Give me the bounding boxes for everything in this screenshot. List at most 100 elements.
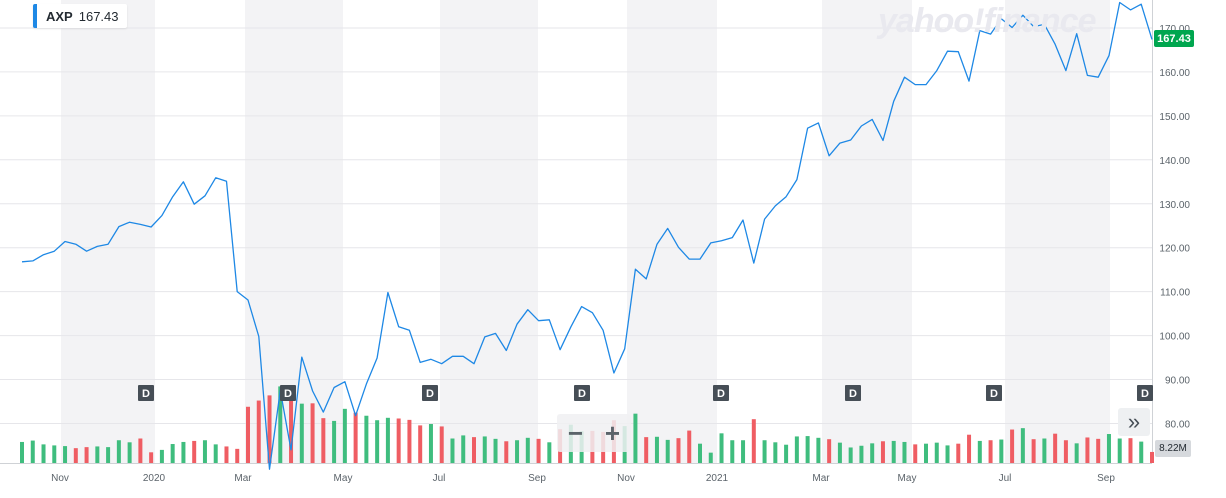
dividend-marker: [280, 385, 296, 401]
volume-bar: [1139, 441, 1144, 463]
volume-bar: [246, 406, 250, 463]
volume-bar: [1117, 438, 1122, 463]
month-band: [627, 0, 717, 463]
volume-bar: [428, 424, 433, 463]
volume-bar: [482, 436, 487, 463]
volume-bar: [805, 436, 810, 463]
volume-bar: [192, 440, 197, 463]
volume-bar: [676, 438, 681, 463]
dividend-marker-label: D: [717, 388, 725, 400]
volume-bar: [719, 433, 724, 463]
volume-bar: [977, 440, 982, 463]
volume-bar: [924, 443, 928, 463]
volume-bar: [450, 438, 455, 463]
volume-bar: [654, 436, 659, 463]
volume-bar: [353, 412, 358, 463]
volume-bar: [827, 439, 832, 463]
zoom-out-button[interactable]: −: [567, 417, 584, 448]
month-band: [1005, 0, 1110, 463]
volume-bar: [461, 435, 466, 463]
volume-bar: [665, 439, 670, 463]
volume-bar: [1085, 437, 1090, 463]
month-band: [440, 0, 538, 463]
volume-bar: [913, 444, 918, 463]
zoom-in-button[interactable]: +: [604, 417, 621, 448]
y-tick-label: 90.00: [1165, 376, 1190, 387]
x-tick-label: Nov: [51, 473, 69, 484]
y-tick-label: 120.00: [1159, 244, 1190, 255]
dividend-marker: [574, 385, 590, 401]
volume-bar: [493, 438, 498, 463]
volume-bar: [1074, 443, 1079, 463]
volume-bar: [999, 439, 1004, 463]
volume-bar: [52, 445, 57, 463]
volume-bar: [525, 437, 530, 463]
volume-bar: [321, 418, 326, 463]
volume-bar: [84, 447, 89, 463]
volume-bar: [116, 440, 121, 463]
volume-bar: [127, 442, 132, 463]
dividend-marker: [1137, 385, 1153, 401]
x-tick-label: Mar: [234, 473, 252, 484]
volume-bar: [41, 444, 46, 463]
volume-bar: [902, 441, 907, 463]
dividend-marker: [986, 385, 1002, 401]
volume-bar: [1042, 438, 1047, 463]
volume-bar: [342, 408, 347, 463]
dividend-marker-label: D: [849, 388, 857, 400]
volume-bar: [730, 440, 735, 463]
month-band: [822, 0, 912, 463]
volume-bar: [63, 446, 68, 463]
y-tick-label: 160.00: [1159, 68, 1190, 79]
volume-bar: [202, 440, 207, 463]
dividend-marker-label: D: [142, 388, 150, 400]
volume-bar: [794, 436, 799, 463]
price-line: [21, 1, 1153, 470]
volume-bar: [848, 447, 853, 463]
dividend-marker: [422, 385, 438, 401]
dividend-marker: [713, 385, 729, 401]
volume-bar: [73, 448, 78, 463]
ticker-price: 167.43: [78, 8, 119, 24]
volume-bar: [418, 425, 423, 463]
volume-bar: [138, 438, 143, 463]
ticker-symbol: AXP: [46, 8, 73, 24]
volume-bar: [267, 395, 272, 463]
volume-bar: [837, 442, 842, 463]
volume-bar: [170, 444, 175, 463]
volume-bar: [159, 449, 164, 463]
volume-bar: [536, 438, 541, 463]
volume-bar: [1053, 433, 1058, 463]
x-tick-label: Sep: [528, 473, 546, 484]
volume-bar: [289, 389, 294, 463]
x-tick-label: Nov: [617, 473, 635, 484]
dividend-marker-label: D: [578, 388, 586, 400]
volume-bar: [1106, 434, 1111, 463]
x-tick-label: 2020: [143, 473, 166, 484]
volume-bar: [1020, 428, 1025, 463]
volume-bar: [816, 437, 821, 463]
volume-bar: [30, 440, 35, 463]
volume-bar: [956, 443, 961, 463]
last-volume-tag: 8.22M: [1155, 440, 1191, 457]
y-tick-label: 150.00: [1159, 112, 1190, 123]
volume-bar: [945, 445, 950, 463]
volume-bar: [95, 446, 100, 463]
ticker-legend[interactable]: AXP 167.43: [33, 4, 127, 28]
volume-bar: [1128, 438, 1133, 463]
dividend-marker: [845, 385, 861, 401]
volume-bar: [20, 441, 24, 463]
volume-bar: [1063, 440, 1068, 463]
volume-bar: [310, 403, 315, 463]
volume-bar: [515, 440, 520, 463]
volume-bar: [375, 420, 380, 463]
x-tick-label: Jul: [999, 473, 1012, 484]
x-tick-label: Jul: [433, 473, 446, 484]
scroll-forward-button[interactable]: »: [1118, 408, 1150, 436]
x-tick-label: 2021: [706, 473, 729, 484]
volume-bar: [364, 415, 369, 463]
y-tick-label: 110.00: [1160, 288, 1190, 299]
dividend-marker-label: D: [990, 388, 998, 400]
